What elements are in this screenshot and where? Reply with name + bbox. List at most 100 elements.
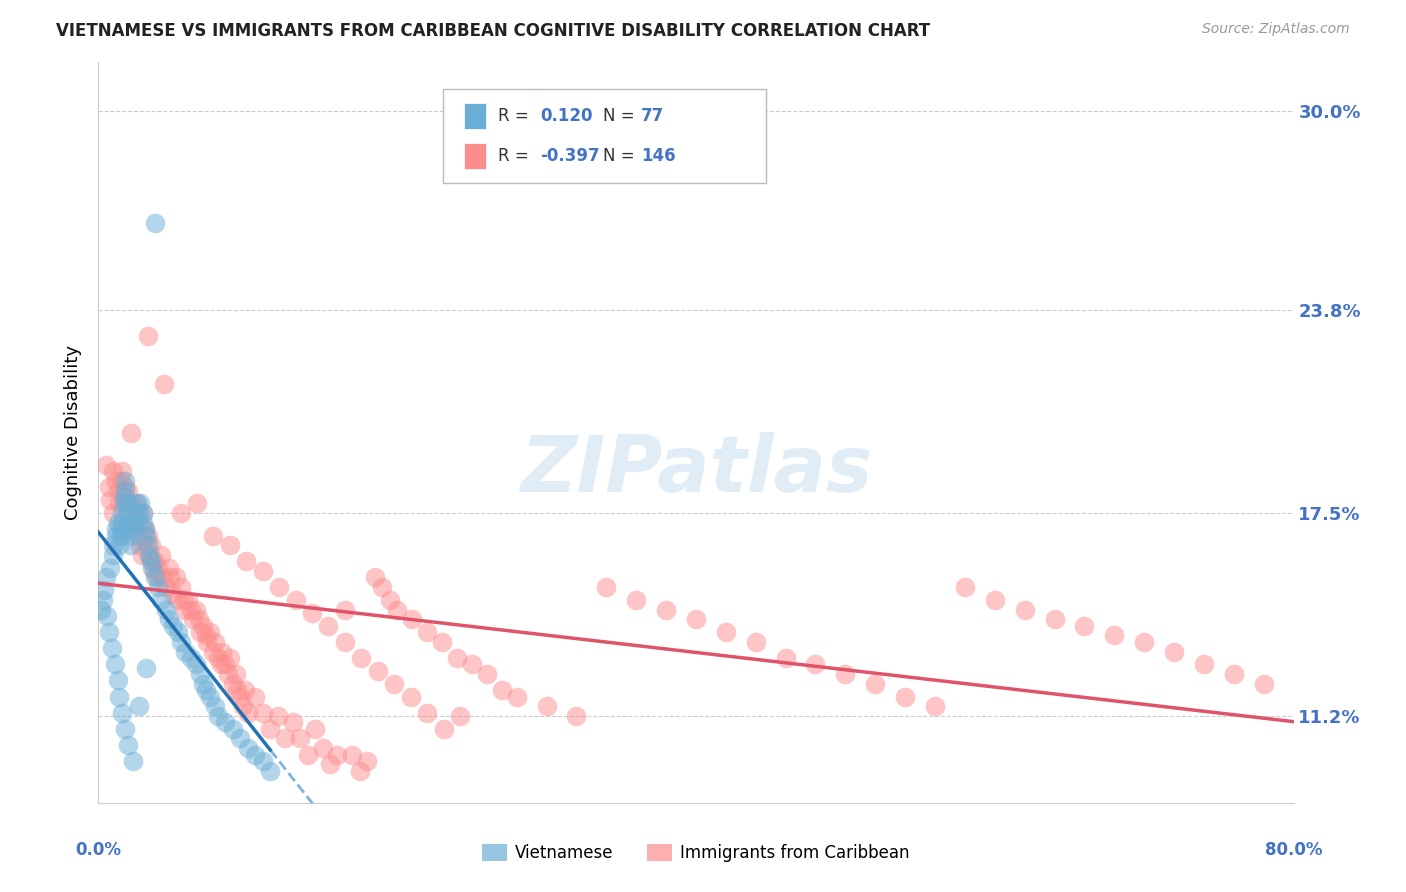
Point <box>187 612 209 626</box>
Point <box>214 715 236 730</box>
Point <box>269 580 291 594</box>
Point <box>129 538 152 552</box>
Point <box>232 699 254 714</box>
Point <box>775 651 797 665</box>
Point <box>834 667 856 681</box>
Point <box>111 506 134 520</box>
Point <box>118 522 141 536</box>
Point <box>105 474 128 488</box>
Point <box>245 747 267 762</box>
Point <box>222 676 245 690</box>
Point <box>105 528 128 542</box>
Point <box>104 657 127 672</box>
Point <box>217 667 239 681</box>
Point <box>165 570 187 584</box>
Point <box>166 625 188 640</box>
Point <box>98 493 122 508</box>
Point <box>138 548 160 562</box>
Point <box>333 602 356 616</box>
Text: ZIPatlas: ZIPatlas <box>520 432 872 508</box>
Point <box>143 570 166 584</box>
Point <box>103 538 125 552</box>
Point <box>98 561 122 575</box>
Point <box>169 506 191 520</box>
Point <box>108 690 131 704</box>
Point <box>1043 612 1066 626</box>
Legend: Vietnamese, Immigrants from Caribbean: Vietnamese, Immigrants from Caribbean <box>475 837 917 869</box>
Point <box>145 570 167 584</box>
Point <box>595 580 617 594</box>
Point <box>209 657 232 672</box>
Point <box>211 644 233 658</box>
Point <box>152 570 174 584</box>
Point <box>378 593 401 607</box>
Point <box>924 699 946 714</box>
Point <box>207 709 229 723</box>
Point <box>301 606 323 620</box>
Point <box>197 635 219 649</box>
Point <box>115 506 138 520</box>
Point <box>91 593 114 607</box>
Point <box>235 554 257 568</box>
Point <box>1192 657 1215 672</box>
Point <box>229 690 252 704</box>
Point <box>236 706 259 720</box>
Point <box>159 570 181 584</box>
Point <box>141 554 163 568</box>
Point <box>110 522 132 536</box>
Point <box>136 329 159 343</box>
Point <box>107 673 129 688</box>
Point <box>117 516 139 530</box>
Point <box>259 722 281 736</box>
Point <box>108 496 131 510</box>
Point <box>181 612 204 626</box>
Point <box>124 506 146 520</box>
Text: 146: 146 <box>641 147 676 165</box>
Point <box>136 538 159 552</box>
Point <box>101 641 124 656</box>
Point <box>121 754 143 768</box>
Text: 0.0%: 0.0% <box>76 840 121 859</box>
Point <box>121 522 143 536</box>
Point <box>284 593 307 607</box>
Point <box>267 709 290 723</box>
Point <box>90 602 112 616</box>
Point <box>108 538 131 552</box>
Point <box>114 722 136 736</box>
Point <box>655 602 678 616</box>
Point <box>326 747 349 762</box>
Point <box>401 612 423 626</box>
Point <box>125 496 148 510</box>
Point <box>112 496 135 510</box>
Point <box>128 506 150 520</box>
Point <box>138 548 160 562</box>
Point <box>202 644 225 658</box>
Point <box>166 593 188 607</box>
Point <box>432 722 454 736</box>
Point <box>114 474 136 488</box>
Point <box>506 690 529 704</box>
Point <box>350 651 373 665</box>
Point <box>128 528 150 542</box>
Point <box>121 516 143 530</box>
Point <box>107 516 129 530</box>
Point <box>342 747 364 762</box>
Point <box>139 554 162 568</box>
Point <box>142 564 165 578</box>
Point <box>745 635 768 649</box>
Point <box>219 538 242 552</box>
Text: R =: R = <box>498 147 534 165</box>
Point <box>180 651 202 665</box>
Point <box>1104 628 1126 642</box>
Point <box>139 538 162 552</box>
Point <box>177 593 200 607</box>
Point <box>367 664 389 678</box>
Text: N =: N = <box>603 107 640 125</box>
Text: VIETNAMESE VS IMMIGRANTS FROM CARIBBEAN COGNITIVE DISABILITY CORRELATION CHART: VIETNAMESE VS IMMIGRANTS FROM CARIBBEAN … <box>56 22 931 40</box>
Point <box>274 731 297 746</box>
Point <box>112 490 135 504</box>
Point <box>148 561 170 575</box>
Point <box>103 464 125 478</box>
Point <box>120 528 142 542</box>
Point <box>143 216 166 230</box>
